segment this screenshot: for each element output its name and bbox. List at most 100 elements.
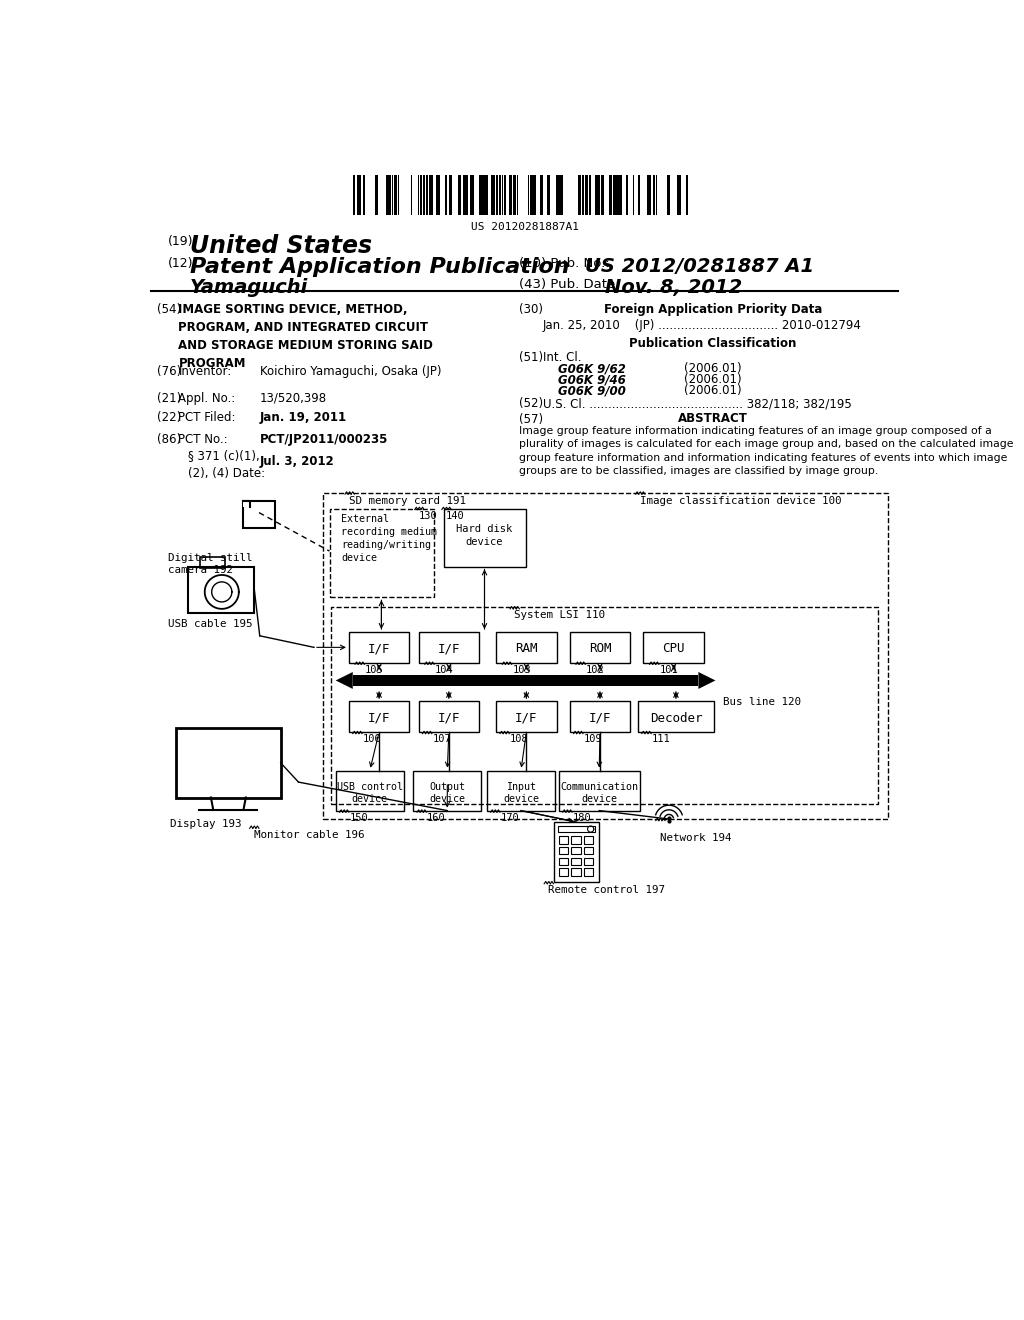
- Text: 140: 140: [445, 511, 465, 521]
- Bar: [324, 494, 888, 818]
- Text: Monitor cable 196: Monitor cable 196: [254, 830, 365, 840]
- Bar: [652, 176, 655, 215]
- Text: Remote control 197: Remote control 197: [548, 886, 665, 895]
- Text: (54): (54): [158, 304, 181, 317]
- Bar: [620, 176, 623, 215]
- Bar: [571, 869, 581, 876]
- Text: (21): (21): [158, 392, 181, 405]
- Bar: [668, 176, 670, 215]
- Text: § 371 (c)(1),
(2), (4) Date:: § 371 (c)(1), (2), (4) Date:: [188, 449, 265, 480]
- Text: 105: 105: [366, 665, 384, 675]
- Bar: [436, 176, 439, 215]
- Bar: [463, 176, 465, 215]
- Bar: [330, 508, 434, 598]
- Text: Decoder: Decoder: [649, 711, 702, 725]
- Text: I/F: I/F: [368, 643, 390, 656]
- Text: 103: 103: [512, 665, 531, 675]
- Text: 107: 107: [432, 734, 452, 744]
- Text: I/F: I/F: [437, 711, 460, 725]
- Text: (2006.01): (2006.01): [684, 363, 742, 375]
- Bar: [492, 176, 495, 215]
- Bar: [397, 176, 399, 215]
- Text: US 2012/0281887 A1: US 2012/0281887 A1: [586, 257, 814, 276]
- Text: ABSTRACT: ABSTRACT: [678, 412, 749, 425]
- Bar: [528, 176, 529, 215]
- Bar: [496, 176, 498, 215]
- Bar: [336, 771, 403, 810]
- Bar: [500, 176, 501, 215]
- Bar: [534, 176, 536, 215]
- Text: Jan. 25, 2010    (JP) ................................ 2010-012794: Jan. 25, 2010 (JP) .....................…: [543, 318, 861, 331]
- Text: Input
device: Input device: [503, 781, 539, 804]
- Text: 102: 102: [586, 665, 605, 675]
- Text: (22): (22): [158, 411, 181, 424]
- Bar: [678, 176, 681, 215]
- Bar: [426, 176, 428, 215]
- Text: PCT No.:: PCT No.:: [178, 433, 228, 446]
- Bar: [485, 176, 487, 215]
- Bar: [419, 632, 479, 663]
- Text: 180: 180: [572, 813, 592, 822]
- Text: IMAGE SORTING DEVICE, METHOD,
PROGRAM, AND INTEGRATED CIRCUIT
AND STORAGE MEDIUM: IMAGE SORTING DEVICE, METHOD, PROGRAM, A…: [178, 304, 433, 370]
- Bar: [559, 869, 568, 876]
- Bar: [496, 701, 557, 733]
- Text: 150: 150: [349, 813, 369, 822]
- Bar: [559, 836, 568, 843]
- Bar: [394, 176, 397, 215]
- Bar: [470, 176, 471, 215]
- Bar: [349, 632, 410, 663]
- Bar: [418, 176, 420, 215]
- Text: ROM: ROM: [589, 643, 611, 656]
- Bar: [432, 176, 433, 215]
- Text: 111: 111: [652, 734, 671, 744]
- Bar: [647, 176, 649, 215]
- Text: 104: 104: [435, 665, 454, 675]
- Bar: [643, 632, 703, 663]
- Text: 109: 109: [584, 734, 602, 744]
- Text: Patent Application Publication: Patent Application Publication: [190, 257, 569, 277]
- Bar: [601, 176, 604, 215]
- Text: Image group feature information indicating features of an image group composed o: Image group feature information indicati…: [519, 425, 1014, 477]
- Bar: [554, 822, 599, 882]
- Text: (19): (19): [168, 235, 194, 248]
- Text: Inventor:: Inventor:: [178, 364, 231, 378]
- Bar: [584, 836, 593, 843]
- Polygon shape: [336, 672, 352, 689]
- Text: 160: 160: [427, 813, 445, 822]
- Bar: [616, 176, 620, 215]
- Text: (2006.01): (2006.01): [684, 384, 742, 397]
- Bar: [386, 176, 388, 215]
- Text: (51): (51): [519, 351, 544, 364]
- Bar: [458, 176, 461, 215]
- Bar: [547, 176, 550, 215]
- Text: PCT Filed:: PCT Filed:: [178, 411, 236, 424]
- Text: Appl. No.:: Appl. No.:: [178, 392, 236, 405]
- Bar: [486, 771, 555, 810]
- Text: Network 194: Network 194: [659, 833, 731, 843]
- Text: US 20120281887A1: US 20120281887A1: [471, 222, 579, 231]
- Bar: [429, 176, 432, 215]
- Bar: [243, 502, 251, 507]
- Text: Int. Cl.: Int. Cl.: [543, 351, 582, 364]
- Text: Hard disk
device: Hard disk device: [457, 524, 513, 546]
- Text: (76): (76): [158, 364, 181, 378]
- Text: RAM: RAM: [515, 643, 538, 656]
- Bar: [356, 176, 359, 215]
- Bar: [571, 847, 581, 854]
- Text: CPU: CPU: [663, 643, 685, 656]
- Bar: [444, 508, 525, 566]
- Text: I/F: I/F: [368, 711, 390, 725]
- Bar: [557, 176, 560, 215]
- Bar: [376, 176, 378, 215]
- Bar: [584, 869, 593, 876]
- Bar: [414, 771, 481, 810]
- Text: United States: United States: [190, 234, 372, 257]
- Bar: [479, 176, 482, 215]
- Bar: [649, 176, 651, 215]
- Bar: [445, 176, 447, 215]
- Bar: [420, 176, 422, 215]
- Text: USB control
device: USB control device: [337, 781, 402, 804]
- Text: PCT/JP2011/000235: PCT/JP2011/000235: [260, 433, 388, 446]
- Text: (2006.01): (2006.01): [684, 374, 742, 387]
- Text: (12): (12): [168, 257, 194, 271]
